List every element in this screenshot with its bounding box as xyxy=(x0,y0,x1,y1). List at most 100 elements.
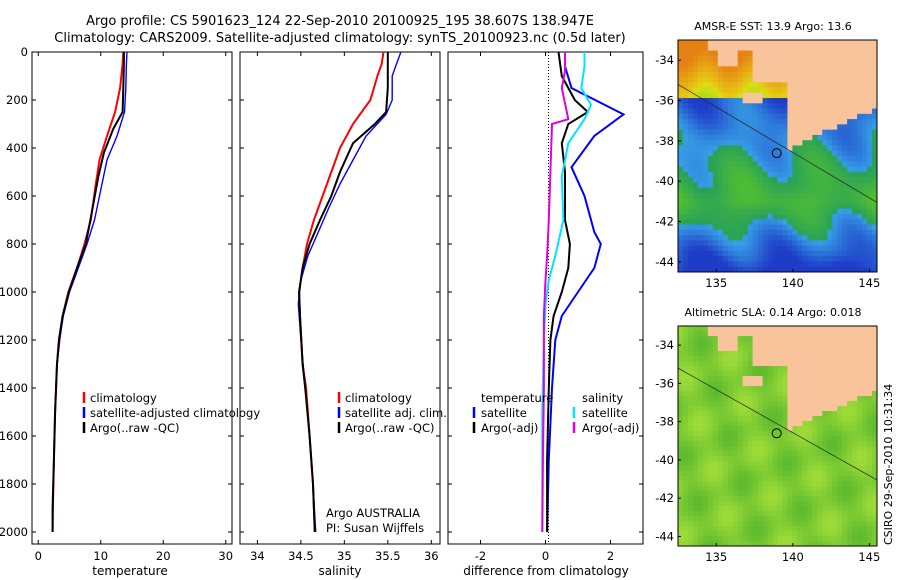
map-cell xyxy=(862,55,868,62)
map-cell xyxy=(707,140,714,146)
map-cell xyxy=(797,456,803,462)
map-cell xyxy=(812,526,818,532)
map-cell xyxy=(872,366,878,372)
map-cell xyxy=(837,92,843,99)
map-cell xyxy=(702,526,709,532)
map-cell xyxy=(817,366,823,372)
map-cell xyxy=(767,182,774,189)
map-cell xyxy=(702,82,709,88)
map-cell xyxy=(812,331,818,337)
map-cell xyxy=(707,256,714,262)
map-cell xyxy=(847,76,853,83)
map-cell xyxy=(862,391,868,397)
map-cell xyxy=(777,356,783,362)
map-cell xyxy=(702,531,709,537)
map-cell xyxy=(752,108,759,115)
map-cell xyxy=(678,436,684,442)
map-cell xyxy=(687,426,694,432)
map-cell xyxy=(777,145,783,152)
map-cell xyxy=(802,113,808,120)
map-cell xyxy=(837,240,843,247)
map-cell xyxy=(787,536,793,542)
map-cell xyxy=(802,451,808,457)
map-cell xyxy=(832,198,838,204)
map-cell xyxy=(687,366,694,372)
map-cell xyxy=(857,491,863,497)
map-cell xyxy=(722,256,729,262)
map-cell xyxy=(772,240,778,247)
map-cell xyxy=(832,406,838,412)
xlabel-difference: difference from climatology xyxy=(463,564,629,578)
map-cell xyxy=(742,416,749,422)
map-cell xyxy=(822,441,828,447)
map-cell xyxy=(747,511,754,517)
map-cell xyxy=(752,396,759,402)
map-cell xyxy=(712,124,719,131)
map-cell xyxy=(727,376,734,382)
map-cell xyxy=(812,411,818,417)
map-cell xyxy=(787,391,793,397)
map-cell xyxy=(752,98,759,104)
map-cell xyxy=(687,177,694,183)
map-cell xyxy=(687,140,694,146)
map-cell xyxy=(678,341,684,347)
map-cell xyxy=(678,40,684,46)
map-cell xyxy=(692,436,699,442)
map-cell xyxy=(812,240,818,247)
map-cell xyxy=(682,416,689,422)
map-cell xyxy=(742,119,749,125)
map-cell xyxy=(692,341,699,347)
map-cell xyxy=(767,192,774,199)
map-cell xyxy=(767,446,774,452)
map-cell xyxy=(697,140,704,146)
map-cell xyxy=(767,356,774,362)
map-cell xyxy=(817,240,823,247)
map-cell xyxy=(762,381,769,387)
map-cell xyxy=(762,506,769,512)
map-cell xyxy=(802,351,808,357)
map-cell xyxy=(777,361,783,367)
map-cell xyxy=(712,92,719,99)
map-cell xyxy=(847,156,853,162)
map-cell xyxy=(717,516,724,522)
map-cell xyxy=(687,92,694,99)
map-cell xyxy=(697,124,704,131)
map-cell xyxy=(752,66,759,73)
map-cell xyxy=(707,61,714,67)
map-cell xyxy=(832,521,838,527)
map-cell xyxy=(862,82,868,88)
map-cell xyxy=(837,113,843,120)
map-cell xyxy=(837,140,843,146)
map-cell xyxy=(737,235,744,241)
map-cell xyxy=(812,182,818,189)
map-cell xyxy=(822,198,828,204)
map-cell xyxy=(737,336,744,342)
map-cell xyxy=(712,396,719,402)
map-cell xyxy=(827,113,833,120)
map-cell xyxy=(787,491,793,497)
map-cell xyxy=(857,406,863,412)
map-cell xyxy=(752,177,759,183)
map-cell xyxy=(827,145,833,152)
map-cell xyxy=(752,187,759,194)
map-cell xyxy=(678,326,684,332)
map-cell xyxy=(702,446,709,452)
map-cell xyxy=(732,441,739,447)
map-cell xyxy=(678,406,684,412)
map-cell xyxy=(692,511,699,517)
map-cell xyxy=(742,531,749,537)
map-cell xyxy=(797,341,803,347)
map-cell xyxy=(797,426,803,432)
map-cell xyxy=(862,456,868,462)
map-cell xyxy=(737,331,744,337)
map-cell xyxy=(827,198,833,204)
x-tick-label: 20 xyxy=(156,549,171,563)
map-cell xyxy=(712,250,719,257)
map-cell xyxy=(792,71,798,78)
map-cell xyxy=(687,66,694,73)
map-cell xyxy=(842,541,848,547)
map-cell xyxy=(682,331,689,337)
map-cell xyxy=(832,331,838,337)
map-cell xyxy=(752,87,759,94)
map-cell xyxy=(822,82,828,88)
